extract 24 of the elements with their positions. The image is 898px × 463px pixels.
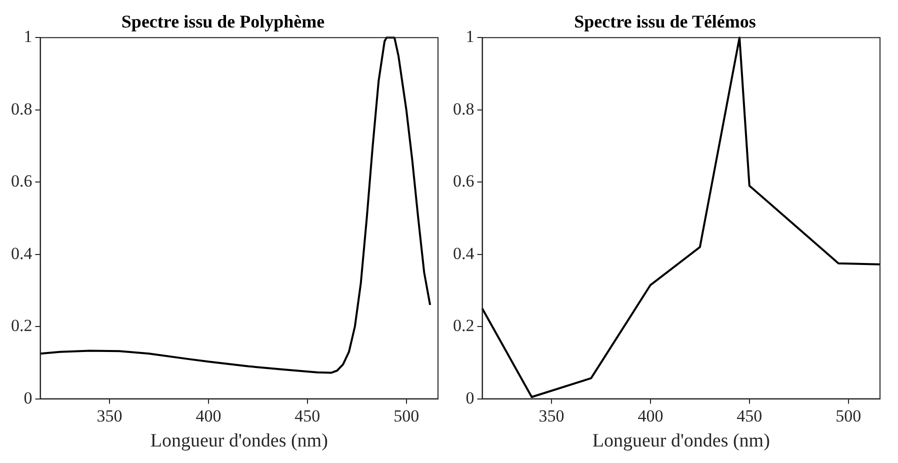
y-tick-label: 0.2 <box>453 316 474 336</box>
x-tick-label: 450 <box>736 406 762 426</box>
x-axis-title: Longueur d'ondes (nm) <box>592 430 770 452</box>
y-tick-label: 0.6 <box>453 172 474 191</box>
y-tick-label: 0.8 <box>453 99 474 118</box>
x-tick-label: 450 <box>294 406 320 426</box>
chart-title: Spectre issu de Télémos <box>574 11 756 32</box>
y-tick-label: 0.4 <box>453 244 475 263</box>
x-axis-title: Longueur d'ondes (nm) <box>150 430 328 452</box>
x-tick-label: 500 <box>836 406 862 426</box>
y-tick-label: 1 <box>24 27 32 46</box>
y-tick-label: 0 <box>466 388 474 408</box>
x-tick-label: 500 <box>394 406 420 426</box>
y-tick-label: 0 <box>24 388 32 408</box>
y-tick-label: 0.2 <box>11 316 32 336</box>
chart-title: Spectre issu de Polyphème <box>121 11 325 32</box>
y-tick-label: 0.8 <box>11 99 32 118</box>
x-tick-label: 400 <box>196 406 222 426</box>
y-tick-label: 1 <box>466 27 474 46</box>
x-tick-label: 350 <box>96 406 122 426</box>
x-tick-label: 350 <box>538 406 564 426</box>
x-tick-label: 400 <box>638 406 664 426</box>
y-tick-label: 0.4 <box>11 244 33 263</box>
y-tick-label: 0.6 <box>11 172 32 191</box>
